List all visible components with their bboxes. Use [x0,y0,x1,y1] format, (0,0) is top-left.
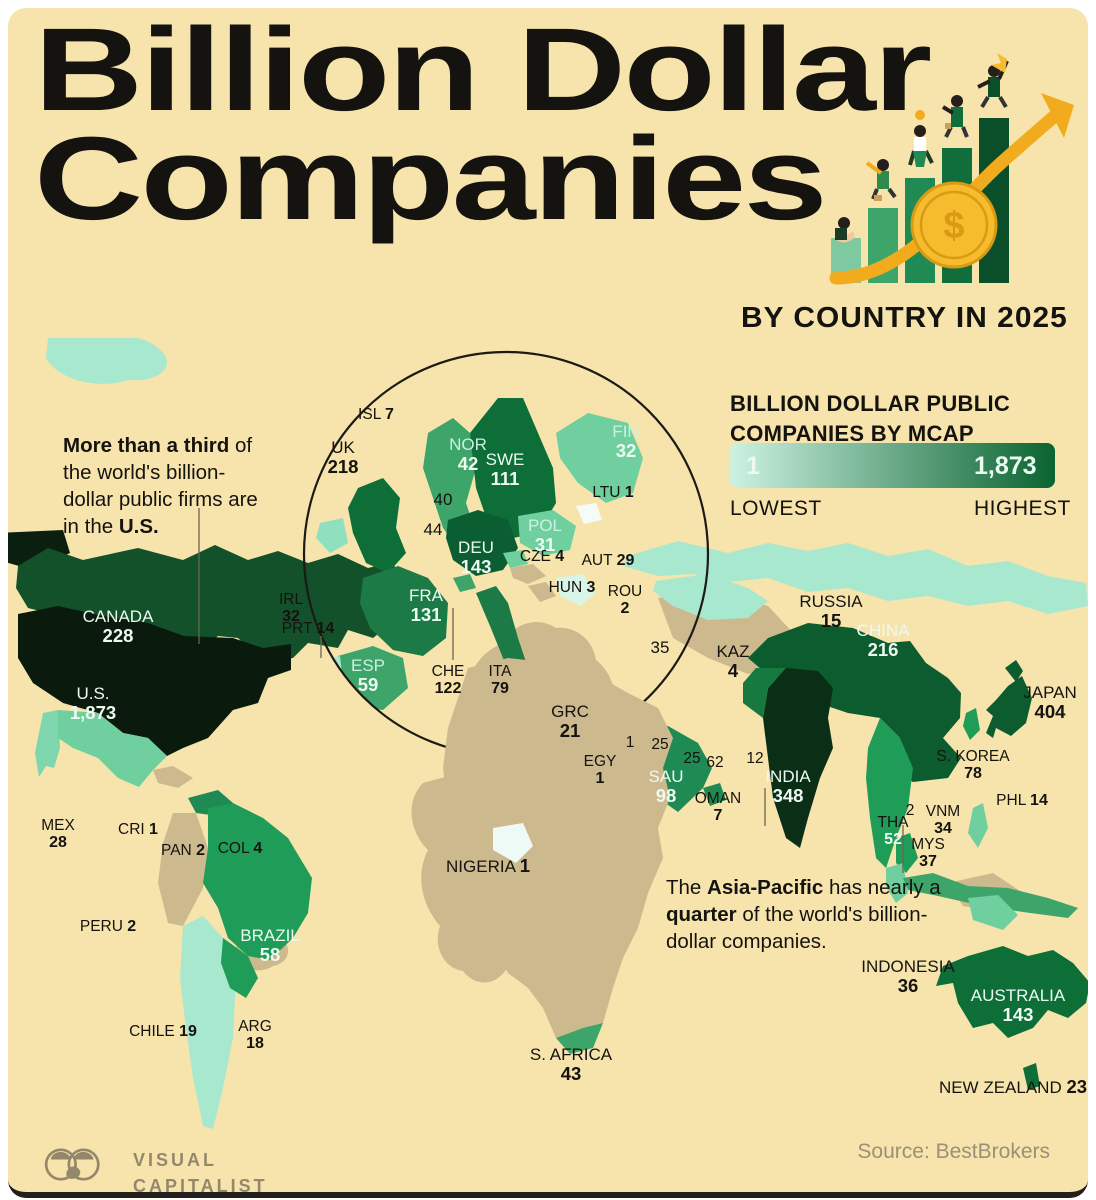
svg-text:$: $ [943,205,964,247]
